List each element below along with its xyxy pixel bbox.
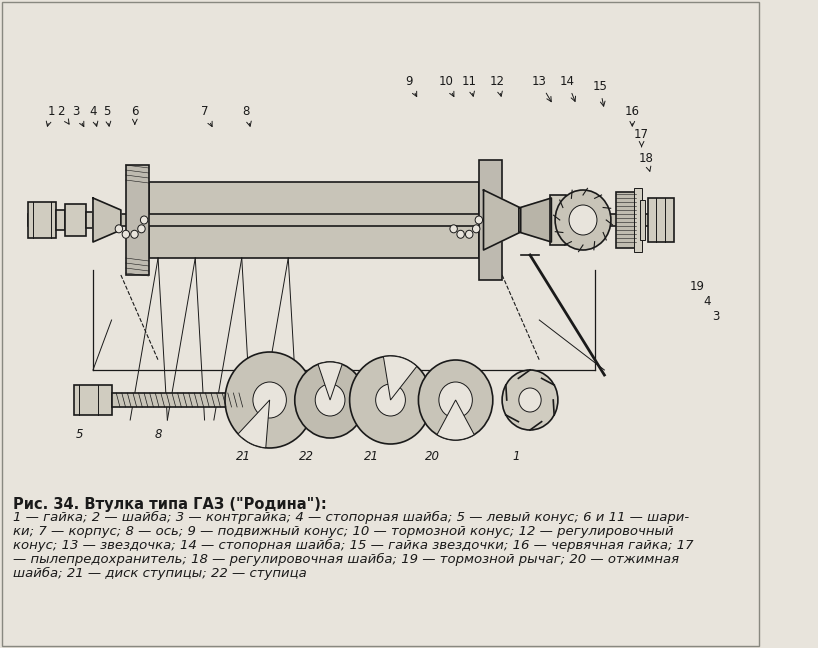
Circle shape — [555, 190, 611, 250]
Text: 1 — гайка; 2 — шайба; 3 — контргайка; 4 — стопорная шайба; 5 — левый конус; 6 и : 1 — гайка; 2 — шайба; 3 — контргайка; 4 … — [13, 511, 689, 524]
Bar — [86, 212, 93, 228]
Wedge shape — [318, 362, 342, 400]
Circle shape — [450, 225, 457, 233]
Text: 1: 1 — [47, 105, 55, 126]
Wedge shape — [384, 356, 417, 400]
Text: 16: 16 — [625, 105, 640, 126]
Circle shape — [131, 230, 138, 238]
Circle shape — [115, 225, 123, 233]
Wedge shape — [437, 400, 474, 440]
Wedge shape — [502, 370, 558, 430]
Text: 4: 4 — [703, 295, 710, 308]
Text: 8: 8 — [243, 105, 251, 126]
Text: — пылепредохранитель; 18 — регулировочная шайба; 19 — тормозной рычаг; 20 — отжи: — пылепредохранитель; 18 — регулировочна… — [13, 553, 679, 566]
Circle shape — [473, 225, 480, 233]
Text: 10: 10 — [439, 75, 454, 97]
Text: 15: 15 — [592, 80, 607, 106]
Circle shape — [141, 216, 148, 224]
Circle shape — [519, 388, 542, 412]
Text: 7: 7 — [200, 105, 212, 126]
Text: 6: 6 — [131, 105, 138, 124]
Wedge shape — [225, 352, 314, 448]
Bar — [111, 393, 242, 407]
Text: 5: 5 — [75, 428, 83, 441]
Text: ки; 7 — корпус; 8 — ось; 9 — подвижный конус; 10 — тормозной конус; 12 — регулир: ки; 7 — корпус; 8 — ось; 9 — подвижный к… — [13, 525, 674, 538]
Text: 11: 11 — [462, 75, 477, 97]
FancyBboxPatch shape — [5, 5, 756, 485]
Circle shape — [253, 382, 286, 418]
Bar — [28, 214, 660, 226]
Text: Рис. 34. Втулка типа ГАЗ ("Родина"):: Рис. 34. Втулка типа ГАЗ ("Родина"): — [13, 497, 326, 512]
Polygon shape — [519, 198, 551, 242]
Bar — [640, 200, 645, 240]
FancyBboxPatch shape — [479, 160, 502, 280]
Circle shape — [375, 384, 406, 416]
Bar — [28, 202, 56, 238]
Text: 17: 17 — [634, 128, 649, 146]
Text: 5: 5 — [103, 105, 110, 126]
Bar — [616, 192, 636, 248]
FancyBboxPatch shape — [149, 182, 479, 258]
Circle shape — [137, 225, 145, 233]
Text: 18: 18 — [639, 152, 654, 171]
Text: 13: 13 — [532, 75, 551, 102]
Circle shape — [122, 230, 129, 238]
Bar — [648, 198, 674, 242]
Text: 19: 19 — [690, 280, 705, 293]
Circle shape — [569, 205, 597, 235]
Circle shape — [465, 230, 473, 238]
Text: конус; 13 — звездочка; 14 — стопорная шайба; 15 — гайка звездочки; 16 — червячна: конус; 13 — звездочка; 14 — стопорная ша… — [13, 539, 694, 552]
Text: 2: 2 — [56, 105, 69, 124]
Wedge shape — [238, 400, 270, 448]
Text: 8: 8 — [155, 428, 162, 441]
Wedge shape — [294, 362, 366, 438]
Text: шайба; 21 — диск ступицы; 22 — ступица: шайба; 21 — диск ступицы; 22 — ступица — [13, 567, 307, 580]
Bar — [56, 210, 65, 230]
Bar — [634, 188, 641, 252]
Bar — [74, 385, 111, 415]
Text: 12: 12 — [490, 75, 505, 97]
Polygon shape — [93, 198, 121, 242]
Text: 4: 4 — [89, 105, 98, 126]
Bar — [550, 195, 566, 245]
Text: 21: 21 — [365, 450, 380, 463]
Circle shape — [439, 382, 472, 418]
Text: 20: 20 — [425, 450, 440, 463]
Text: 1: 1 — [512, 450, 519, 463]
Wedge shape — [349, 356, 431, 444]
Circle shape — [475, 216, 483, 224]
Wedge shape — [419, 360, 492, 440]
Text: 3: 3 — [73, 105, 83, 126]
Text: 3: 3 — [712, 310, 720, 323]
Bar — [65, 204, 86, 236]
Text: 9: 9 — [406, 75, 416, 97]
Circle shape — [315, 384, 345, 416]
Polygon shape — [483, 190, 521, 250]
Text: 22: 22 — [299, 450, 314, 463]
Circle shape — [457, 230, 465, 238]
Text: 14: 14 — [560, 75, 576, 101]
FancyBboxPatch shape — [125, 165, 149, 275]
Text: 21: 21 — [236, 450, 251, 463]
